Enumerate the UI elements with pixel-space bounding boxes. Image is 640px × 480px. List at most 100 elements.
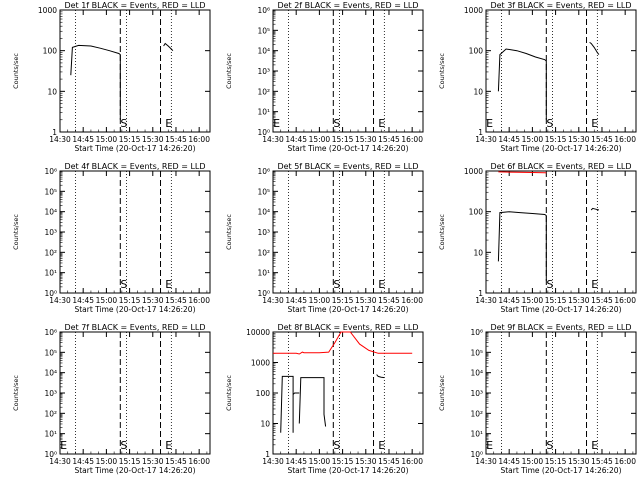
detector-panel-7f: Det 7f BLACK = Events, RED = LLD Counts/s… (12, 323, 211, 475)
events-series-line (280, 375, 294, 433)
x-axis-label: Start Time (20-Oct-17 14:26:20) (74, 144, 195, 153)
y-axis-label: Counts/sec (12, 375, 20, 411)
panel-title: Det 7f BLACK = Events, RED = LLD (64, 323, 205, 332)
x-tick-label: 14:45 (285, 457, 307, 466)
y-tick-label: 10⁶ (257, 6, 270, 15)
y-tick-label: 100 (469, 208, 484, 217)
events-series-line (589, 41, 600, 55)
y-tick-label: 10⁰ (257, 128, 270, 137)
x-axis-label: Start Time (20-Oct-17 14:26:20) (500, 305, 621, 314)
x-tick-label: 14:45 (498, 296, 520, 305)
events-series-line (376, 374, 385, 379)
x-tick-label: 15:15 (332, 296, 354, 305)
x-tick-label: 16:00 (188, 135, 210, 144)
y-tick-label: 10² (257, 87, 270, 96)
panel-title: Det 8f BLACK = Events, RED = LLD (277, 323, 418, 332)
end-marker-label: E (591, 117, 598, 130)
y-tick-label: 1 (265, 450, 270, 459)
x-axis-label: Start Time (20-Oct-17 14:26:20) (287, 466, 408, 475)
y-tick-label: 10⁵ (44, 187, 57, 196)
y-tick-label: 10⁶ (44, 167, 57, 176)
x-tick-label: 15:45 (165, 135, 187, 144)
x-tick-label: 15:00 (522, 457, 544, 466)
x-axis-label: Start Time (20-Oct-17 14:26:20) (74, 466, 195, 475)
y-tick-label: 10¹ (257, 269, 270, 278)
start-marker-label: S (546, 117, 553, 130)
x-tick-label: 14:45 (285, 135, 307, 144)
x-tick-label: 15:00 (522, 135, 544, 144)
y-axis-label: Counts/sec (12, 214, 20, 250)
x-tick-label: 16:00 (188, 457, 210, 466)
detector-panel-2f: Det 2f BLACK = Events, RED = LLD Counts/s… (225, 1, 424, 153)
y-tick-label: 10² (470, 409, 483, 418)
x-axis-label: Start Time (20-Oct-17 14:26:20) (287, 144, 408, 153)
y-tick-label: 100 (469, 47, 484, 56)
x-tick-label: 15:00 (522, 296, 544, 305)
x-tick-label: 15:15 (545, 457, 567, 466)
x-tick-label: 15:30 (355, 457, 377, 466)
x-tick-label: 14:30 (262, 296, 284, 305)
x-tick-label: 14:30 (262, 457, 284, 466)
panel-title: Det 5f BLACK = Events, RED = LLD (277, 162, 418, 171)
end-marker-label: E (273, 117, 280, 130)
y-tick-label: 1 (52, 128, 57, 137)
x-axis-label: Start Time (20-Oct-17 14:26:20) (74, 305, 195, 314)
x-tick-label: 15:30 (355, 135, 377, 144)
y-tick-label: 10⁵ (257, 187, 270, 196)
y-tick-label: 10⁰ (44, 289, 57, 298)
x-tick-label: 16:00 (188, 296, 210, 305)
y-tick-label: 10³ (44, 228, 57, 237)
x-tick-label: 15:45 (591, 296, 613, 305)
y-tick-label: 1000 (464, 6, 483, 15)
x-tick-label: 15:00 (309, 135, 331, 144)
end-marker-label: E (591, 439, 598, 452)
y-tick-label: 1 (478, 128, 483, 137)
start-marker-label: S (120, 278, 127, 291)
y-tick-label: 10³ (257, 67, 270, 76)
detector-panel-9f: Det 9f BLACK = Events, RED = LLD Counts/s… (438, 323, 637, 475)
x-tick-label: 15:45 (591, 457, 613, 466)
y-tick-label: 10000 (246, 328, 270, 337)
x-tick-label: 15:00 (96, 135, 118, 144)
y-tick-label: 1 (478, 289, 483, 298)
y-tick-label: 10 (47, 87, 57, 96)
x-tick-label: 15:30 (142, 135, 164, 144)
y-tick-label: 10⁵ (257, 26, 270, 35)
end-marker-label: E (60, 439, 67, 452)
x-tick-label: 16:00 (614, 296, 636, 305)
x-tick-label: 15:00 (96, 457, 118, 466)
plot-frame (485, 170, 637, 294)
x-tick-label: 15:30 (142, 296, 164, 305)
start-marker-label: S (546, 439, 553, 452)
start-marker-label: S (120, 117, 127, 130)
x-tick-label: 14:30 (49, 296, 71, 305)
y-tick-label: 10⁴ (257, 208, 270, 217)
x-tick-label: 15:30 (142, 457, 164, 466)
y-tick-label: 1000 (464, 167, 483, 176)
y-tick-label: 10⁰ (44, 450, 57, 459)
y-tick-label: 10 (473, 248, 483, 257)
x-tick-label: 15:15 (545, 296, 567, 305)
y-tick-label: 10¹ (44, 269, 57, 278)
x-tick-label: 15:45 (378, 296, 400, 305)
y-tick-label: 10 (473, 87, 483, 96)
x-tick-label: 15:30 (355, 296, 377, 305)
x-tick-label: 15:15 (545, 135, 567, 144)
y-tick-label: 100 (256, 389, 271, 398)
events-series-line (163, 42, 174, 52)
x-tick-label: 14:45 (72, 457, 94, 466)
x-tick-label: 14:45 (72, 135, 94, 144)
y-axis-label: Counts/sec (12, 53, 20, 89)
y-tick-label: 100 (43, 47, 58, 56)
y-axis-label: Counts/sec (225, 375, 233, 411)
end-marker-label: E (378, 278, 385, 291)
end-marker-label: E (378, 117, 385, 130)
events-series-line (292, 392, 300, 395)
events-series-line (590, 207, 600, 211)
x-tick-label: 14:45 (498, 135, 520, 144)
x-tick-label: 15:45 (165, 296, 187, 305)
y-tick-label: 10⁴ (470, 369, 483, 378)
x-tick-label: 14:45 (498, 457, 520, 466)
x-tick-label: 15:00 (309, 457, 331, 466)
